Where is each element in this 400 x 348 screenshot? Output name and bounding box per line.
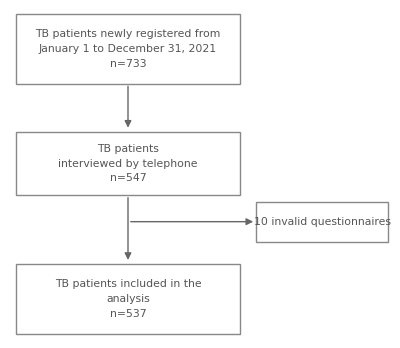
FancyBboxPatch shape	[16, 14, 240, 84]
Text: TB patients
interviewed by telephone
n=547: TB patients interviewed by telephone n=5…	[58, 144, 198, 183]
FancyBboxPatch shape	[256, 202, 388, 242]
Text: TB patients included in the
analysis
n=537: TB patients included in the analysis n=5…	[55, 279, 201, 319]
FancyBboxPatch shape	[16, 132, 240, 195]
FancyBboxPatch shape	[16, 264, 240, 334]
Text: TB patients newly registered from
January 1 to December 31, 2021
n=733: TB patients newly registered from Januar…	[35, 29, 221, 69]
Text: 10 invalid questionnaires: 10 invalid questionnaires	[254, 217, 390, 227]
